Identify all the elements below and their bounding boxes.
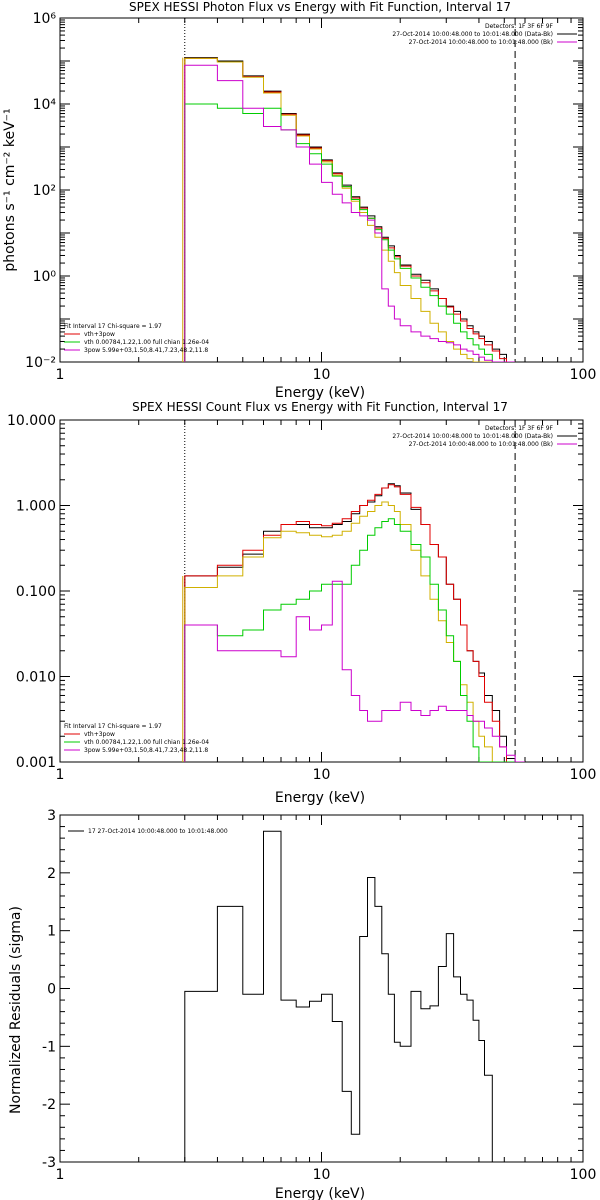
- plot-frame: [59, 814, 584, 1163]
- y-tick-label: 10⁻²: [25, 355, 56, 371]
- x-tick-label: 1: [56, 367, 65, 383]
- y-axis-label: Normalized Residuals (sigma): [8, 906, 24, 1114]
- x-axis-label: Energy (keV): [275, 1186, 365, 1200]
- count-flux-panel: SPEX HESSI Count Flux vs Energy with Fit…: [7, 400, 596, 806]
- legend-bottom-entry: vth+3pow: [84, 331, 115, 338]
- series-vth-line: [184, 103, 516, 362]
- y-tick-label: 10⁰: [33, 269, 57, 285]
- legend-top-entry: 27-Oct-2014 10:00:48.000 to 10:01:48.000…: [409, 441, 553, 448]
- y-tick-label: 10²: [33, 183, 56, 199]
- legend-top-entry: 27-Oct-2014 10:00:48.000 to 10:01:48.000…: [392, 433, 553, 440]
- y-tick-label: 3: [47, 808, 56, 824]
- y-tick-label: 0.001: [16, 755, 56, 771]
- y-tick-label: -1: [42, 1039, 56, 1055]
- y-tick-label: 0.100: [16, 584, 56, 600]
- y-tick-label: -2: [42, 1097, 56, 1113]
- y-tick-label: 1: [47, 924, 56, 940]
- series-total-fit-line: [184, 57, 516, 362]
- series-bk-line: [184, 57, 516, 362]
- series-vth-line: [184, 518, 525, 762]
- series-data-line: [184, 57, 516, 362]
- y-tick-label: -3: [42, 1155, 56, 1171]
- series-data-line: [184, 483, 525, 762]
- x-tick-label: 100: [570, 1167, 597, 1183]
- legend-bottom-entry: Fit Interval 17 Chi-square = 1.97: [64, 723, 162, 730]
- panel-title: SPEX HESSI Photon Flux vs Energy with Fi…: [129, 0, 511, 14]
- legend-bottom-entry: vth 0.00784,1.22,1.00 full chian 1.26e-0…: [84, 739, 209, 746]
- y-tick-label: 2: [47, 866, 56, 882]
- x-axis-label: Energy (keV): [275, 790, 365, 806]
- y-tick-label: 10.000: [7, 413, 56, 429]
- series-bk-line: [184, 501, 525, 762]
- plot-frame: [59, 17, 584, 363]
- x-tick-label: 100: [570, 367, 597, 383]
- legend-bottom-entry: vth+3pow: [84, 731, 115, 738]
- legend-top-entry: Detectors: 1F 3F 6F 9F: [485, 23, 554, 30]
- x-axis-label: Energy (keV): [275, 385, 365, 401]
- series-3pow-line: [184, 64, 516, 362]
- series-3pow-line: [184, 580, 525, 762]
- legend-bottom-entry: Fit Interval 17 Chi-square = 1.97: [64, 323, 162, 330]
- legend-top-entry: 17 27-Oct-2014 10:00:48.000 to 10:01:48.…: [88, 828, 228, 835]
- x-tick-label: 1: [56, 767, 65, 783]
- y-axis-label: photons s⁻¹ cm⁻² keV⁻¹: [2, 108, 18, 271]
- legend-bottom-entry: vth 0.00784,1.22,1.00 full chian 1.26e-0…: [84, 339, 209, 346]
- panel-title: SPEX HESSI Count Flux vs Energy with Fit…: [132, 400, 508, 414]
- x-tick-label: 10: [313, 367, 331, 383]
- legend-bottom-entry: 3pow 5.99e+03,1.50,8.41,7.23,48.2,11.8: [84, 747, 208, 754]
- y-tick-label: 0.010: [16, 670, 56, 686]
- series-total-fit-line: [184, 484, 525, 762]
- legend-top-entry: 27-Oct-2014 10:00:48.000 to 10:01:48.000…: [409, 39, 553, 46]
- legend-top-entry: Detectors: 1F 3F 6F 9F: [485, 425, 554, 432]
- series-data-line: [184, 830, 516, 1162]
- legend-top-entry: 27-Oct-2014 10:00:48.000 to 10:01:48.000…: [392, 31, 553, 38]
- y-tick-label: 10⁴: [33, 97, 57, 113]
- x-tick-label: 100: [570, 767, 597, 783]
- x-tick-label: 1: [56, 1167, 65, 1183]
- x-tick-label: 10: [313, 767, 331, 783]
- photon-flux-panel: SPEX HESSI Photon Flux vs Energy with Fi…: [2, 0, 596, 401]
- residuals-panel: Normalized Residuals (sigma) Energy (keV…: [8, 808, 596, 1200]
- x-tick-label: 10: [313, 1167, 331, 1183]
- y-tick-label: 0: [47, 982, 56, 998]
- legend-bottom-entry: 3pow 5.99e+03,1.50,8.41,7.23,48.2,11.8: [84, 347, 208, 354]
- y-tick-label: 10⁶: [33, 11, 57, 27]
- y-tick-label: 1.000: [16, 499, 56, 515]
